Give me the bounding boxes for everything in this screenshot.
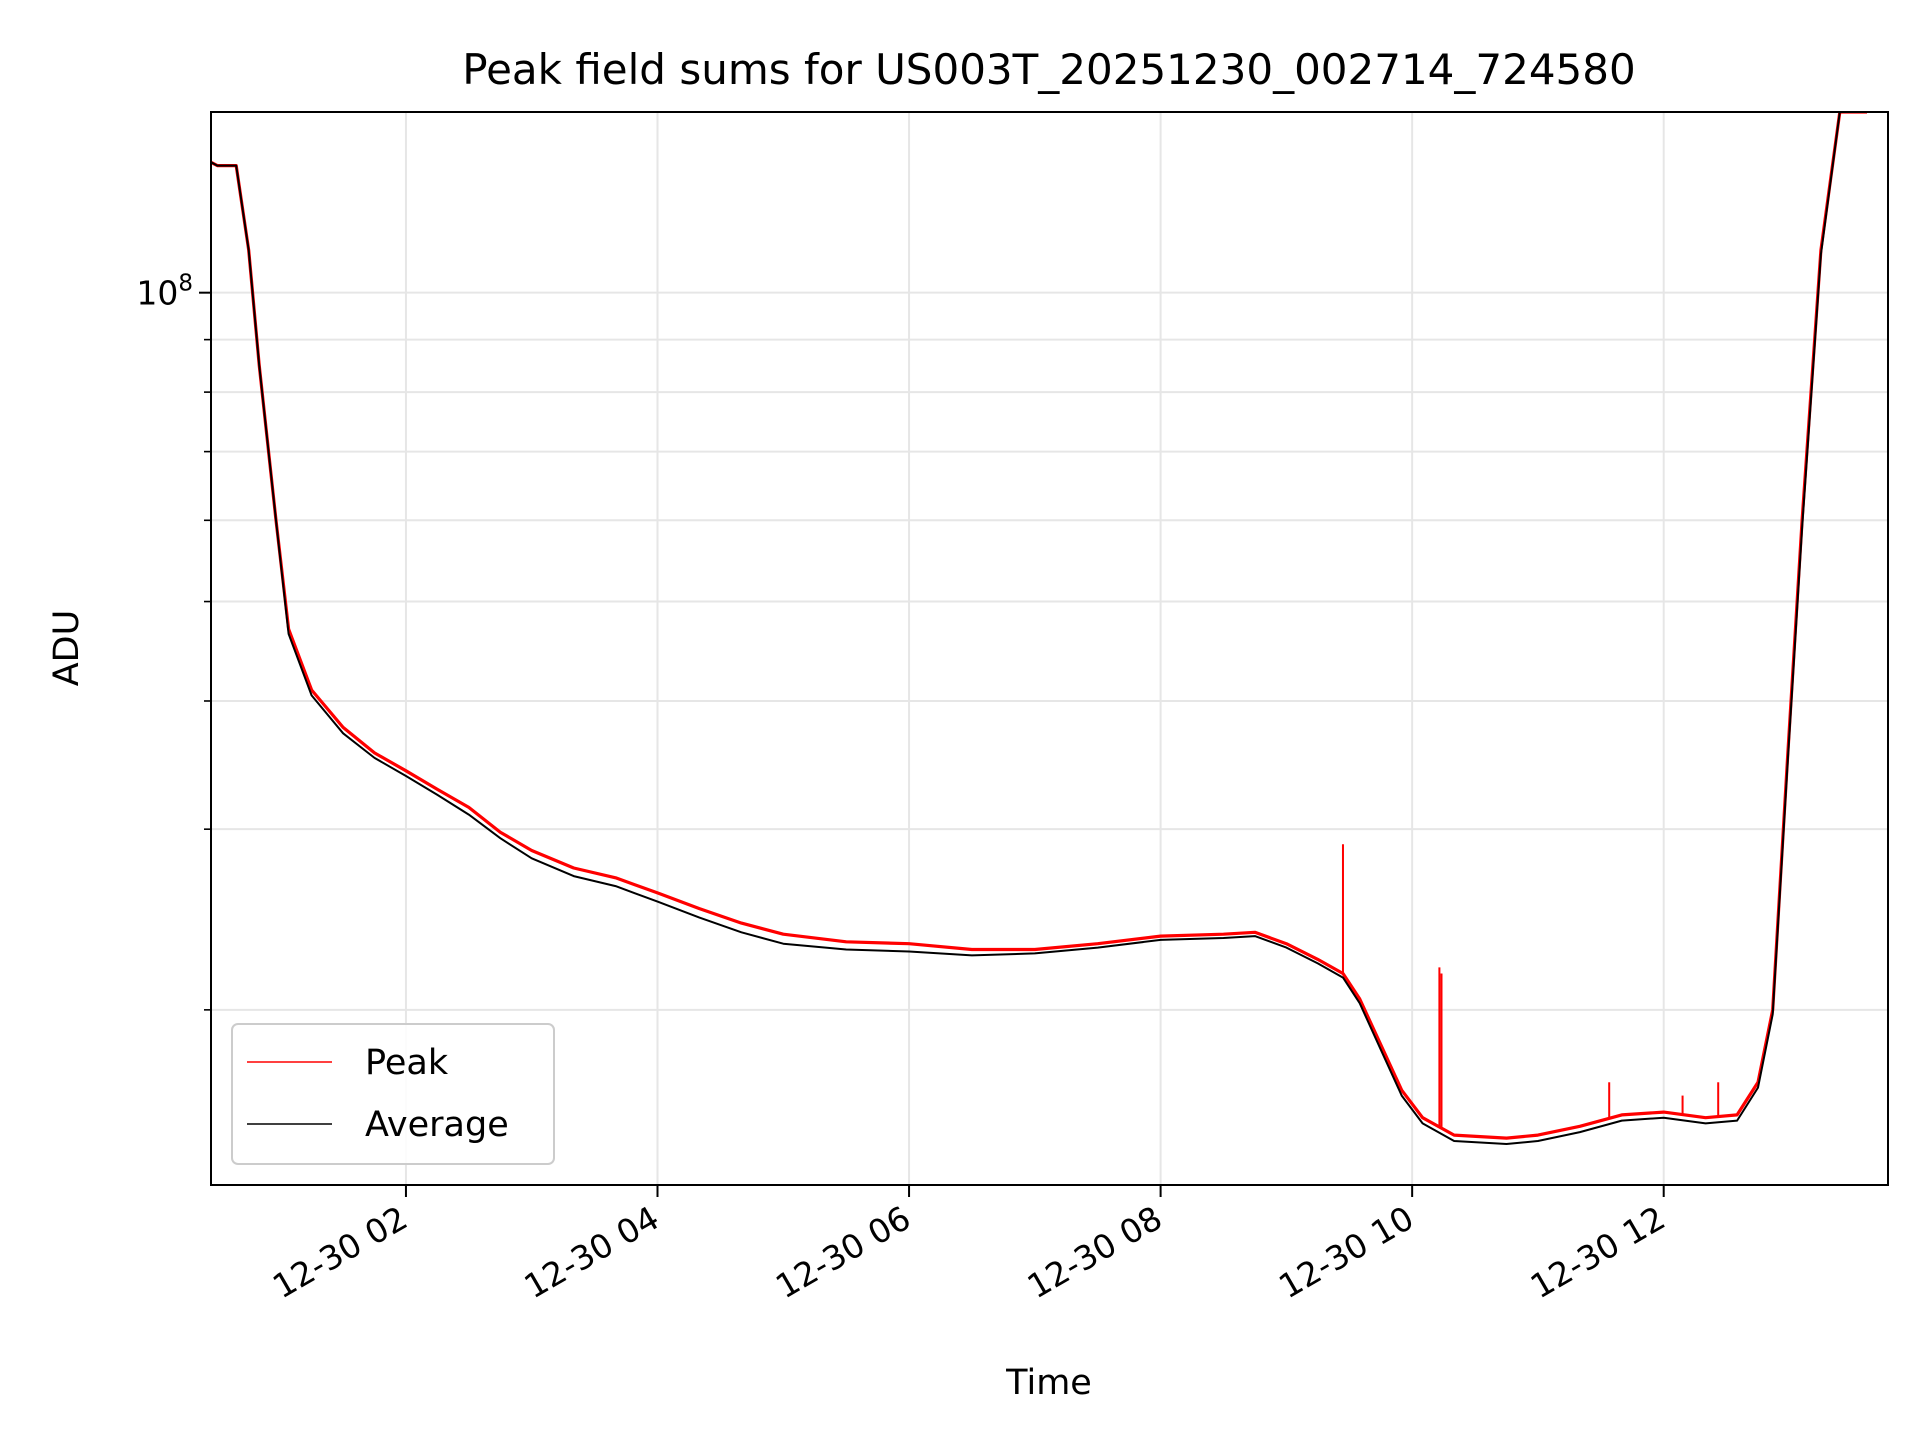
series-layer	[211, 112, 1867, 1145]
grid	[211, 112, 1888, 1185]
legend-box	[231, 1023, 555, 1165]
plot-frame	[210, 111, 1889, 1186]
chart-title: Peak field sums for US003T_20251230_0027…	[462, 45, 1635, 94]
series-line-average	[211, 112, 1867, 1145]
x-axis-title: Time	[1005, 1363, 1092, 1403]
y-tick-label: 108	[136, 271, 193, 313]
legend-average-label: Average	[365, 1105, 509, 1145]
y-axis-title: ADU	[47, 610, 87, 687]
series-line-peak	[211, 112, 1867, 1140]
legend: Peak Average	[231, 1023, 555, 1165]
legend-peak-label: Peak	[365, 1043, 449, 1083]
